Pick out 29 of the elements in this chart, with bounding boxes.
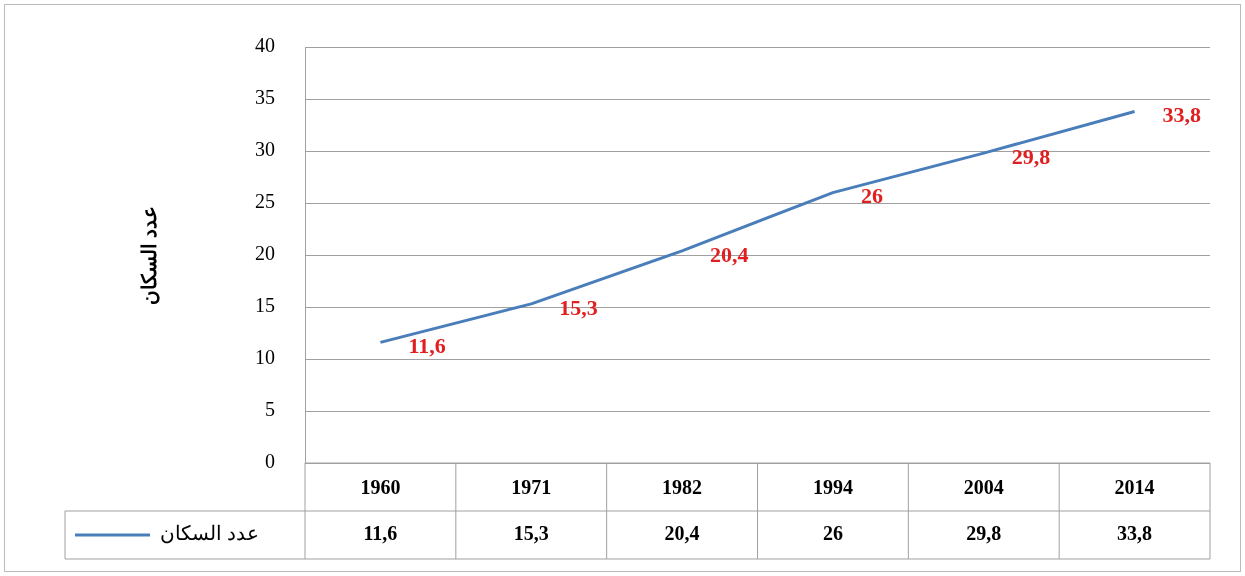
text: 26 — [860, 183, 883, 209]
y-tick-label: 10 — [255, 346, 275, 369]
x-tick-label: 1982 — [662, 476, 703, 499]
y-tick-label: 15 — [255, 294, 275, 317]
text: 29,8 — [1011, 143, 1051, 169]
y-tick-label: 0 — [265, 450, 275, 473]
legend-label: عدد السكان — [160, 522, 259, 545]
data-label: 26 — [822, 522, 843, 545]
text: 15,3 — [559, 294, 598, 320]
y-tick-label: 30 — [255, 138, 275, 161]
y-tick-label: 25 — [255, 190, 275, 213]
y-tick-label: 40 — [255, 34, 275, 57]
text: 33,8 — [1162, 102, 1202, 128]
data-label: 33,8 — [1117, 522, 1153, 545]
data-label: 20,4 — [664, 522, 700, 545]
x-tick-label: 1971 — [511, 476, 552, 499]
text: 20,4 — [710, 241, 749, 267]
y-tick-label: 5 — [265, 398, 275, 421]
data-label: 15,3 — [513, 522, 549, 545]
y-tick-label: 20 — [255, 242, 275, 265]
y-axis-title: عدد السكان — [138, 205, 161, 305]
data-label: 29,8 — [966, 522, 1002, 545]
y-tick-label: 35 — [255, 86, 275, 109]
x-tick-label: 1960 — [360, 476, 401, 499]
x-tick-label: 1994 — [812, 476, 853, 499]
x-tick-label: 2004 — [963, 476, 1004, 499]
data-label: 11,6 — [363, 522, 398, 545]
text: 11,6 — [408, 333, 446, 359]
x-tick-label: 2014 — [1114, 476, 1155, 499]
